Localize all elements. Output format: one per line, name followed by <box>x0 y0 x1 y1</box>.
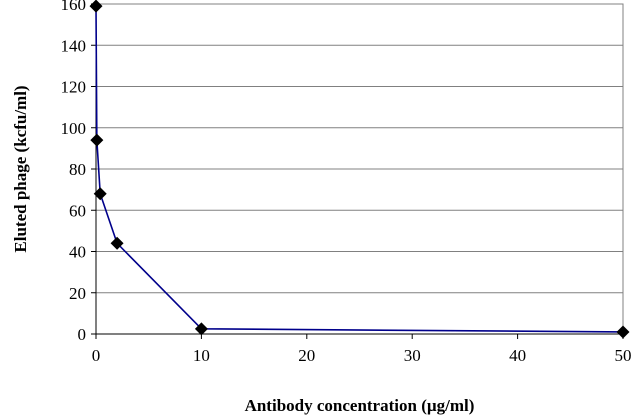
x-tick-label-1: 10 <box>193 346 210 365</box>
x-axis-title: Antibody concentration (µg/ml) <box>245 396 475 415</box>
x-tick-label-0: 0 <box>92 346 101 365</box>
data-point-0-3 <box>110 236 124 250</box>
y-tick-label-8: 160 <box>61 0 87 14</box>
y-axis-title: Eluted phage (kcfu/ml) <box>11 85 30 252</box>
x-tick-label-3: 30 <box>404 346 421 365</box>
series-lines <box>95 6 624 333</box>
y-tick-label-3: 60 <box>69 201 86 220</box>
series-points <box>89 0 630 339</box>
data-point-0-5 <box>616 325 630 339</box>
y-tick-labels: 0 20 40 60 80 100 120 140 160 <box>61 0 87 344</box>
x-tick-label-4: 40 <box>509 346 526 365</box>
x-tick-labels: 0 10 20 30 40 50 <box>92 346 632 365</box>
data-point-0-0 <box>89 0 103 13</box>
y-tick-label-1: 20 <box>69 284 86 303</box>
data-point-0-2 <box>93 187 107 201</box>
x-tick-label-5: 50 <box>615 346 632 365</box>
y-tick-label-4: 80 <box>69 160 86 179</box>
y-tick-label-0: 0 <box>78 325 87 344</box>
data-point-0-1 <box>90 133 104 147</box>
y-tick-label-7: 140 <box>61 36 87 55</box>
gridlines <box>96 3 623 294</box>
y-tick-label-6: 120 <box>61 78 87 97</box>
x-tick-label-2: 20 <box>298 346 315 365</box>
data-point-0-4 <box>194 322 208 336</box>
y-tick-label-2: 40 <box>69 243 86 262</box>
series-line-0 <box>95 6 624 333</box>
y-tick-label-5: 100 <box>61 119 87 138</box>
